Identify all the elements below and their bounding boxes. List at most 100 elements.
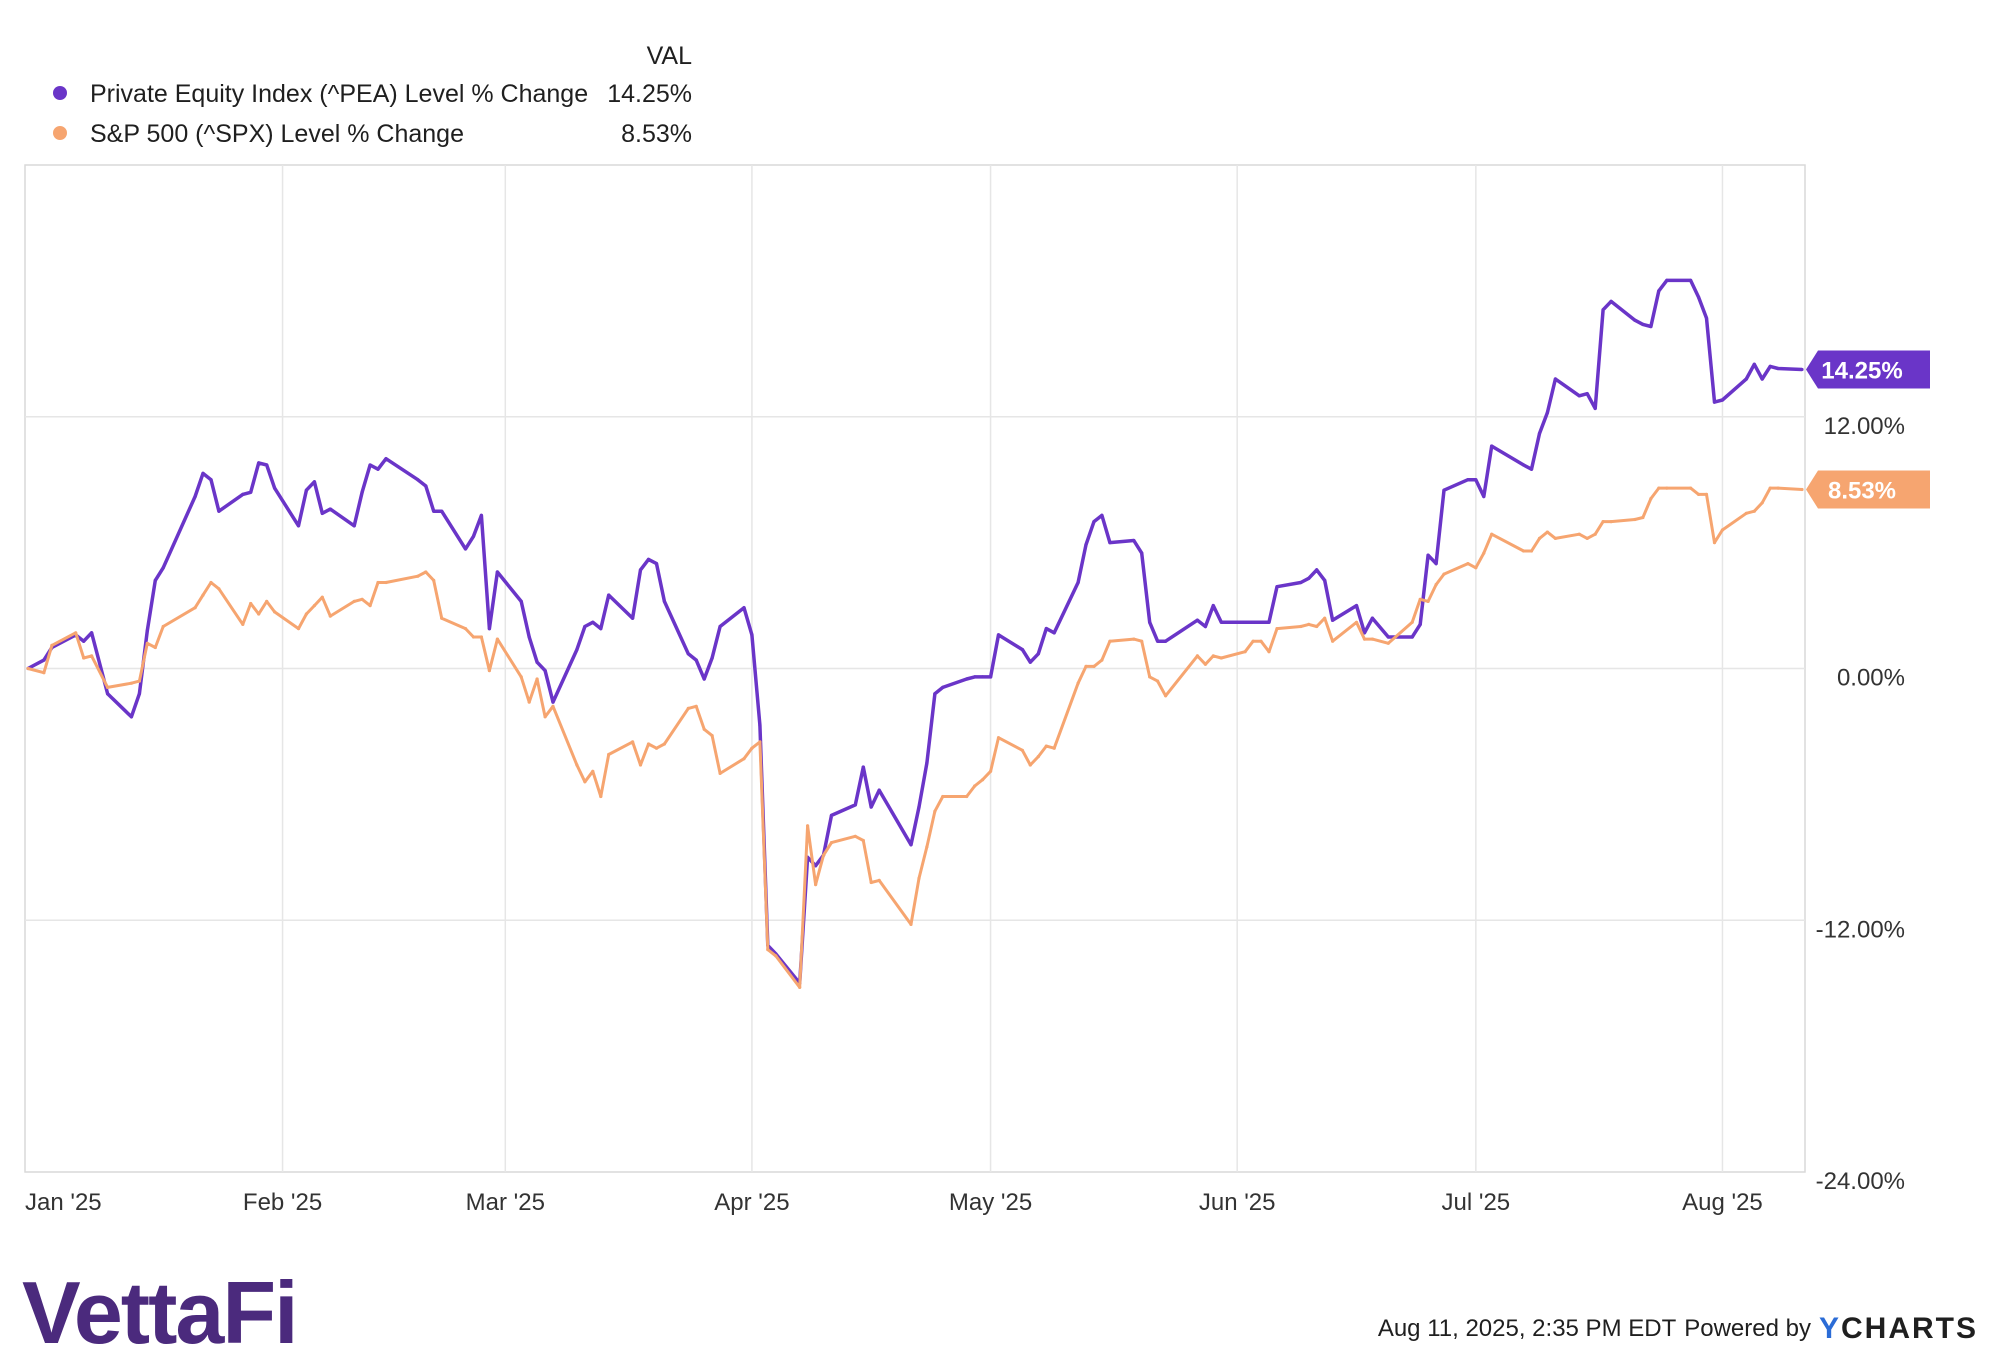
data-point-pea: [702, 677, 706, 681]
data-point-pea: [153, 578, 157, 583]
data-point-spx: [1036, 755, 1040, 759]
data-point-spx: [1442, 572, 1446, 576]
data-point-pea: [694, 658, 698, 662]
data-point-spx: [249, 601, 253, 606]
data-point-spx: [694, 704, 698, 708]
data-point-pea: [42, 658, 46, 662]
data-point-spx: [607, 752, 611, 757]
data-point-spx: [1052, 746, 1056, 750]
data-point-pea: [1553, 377, 1557, 381]
data-point-pea: [1028, 660, 1032, 664]
data-point-pea: [646, 557, 651, 562]
data-point-spx: [1609, 520, 1613, 524]
data-point-spx: [161, 624, 165, 629]
legend-dot-pea: [53, 86, 67, 100]
data-point-spx: [925, 845, 929, 849]
data-point-spx: [1704, 492, 1709, 496]
data-point-pea: [758, 723, 762, 727]
data-point-spx: [1585, 536, 1589, 541]
data-point-spx: [1474, 566, 1478, 570]
data-point-spx: [1084, 664, 1088, 669]
data-point-spx: [829, 841, 834, 845]
data-point-pea: [312, 480, 316, 484]
data-point-pea: [1331, 618, 1335, 622]
data-point-spx: [1315, 624, 1319, 629]
legend: VAL Private Equity Index (^PEA) Level % …: [53, 42, 692, 148]
data-point-pea: [1800, 367, 1804, 372]
data-point-pea: [471, 534, 476, 538]
data-point-spx: [440, 616, 444, 620]
data-point-spx: [1641, 515, 1645, 520]
data-point-pea: [981, 675, 985, 679]
data-point-pea: [1243, 620, 1247, 624]
data-point-pea: [249, 490, 253, 494]
data-point-spx: [352, 599, 356, 604]
data-point-pea: [384, 457, 388, 461]
data-point-pea: [1195, 618, 1199, 622]
data-point-pea: [1657, 289, 1661, 293]
data-point-spx: [1522, 549, 1526, 553]
data-point-spx: [1219, 656, 1223, 660]
data-point-spx: [702, 727, 706, 731]
data-point-spx: [535, 677, 539, 681]
data-point-pea: [742, 606, 746, 610]
data-point-pea: [527, 635, 531, 639]
data-point-spx: [654, 746, 659, 750]
data-point-pea: [257, 461, 261, 465]
data-point-pea: [1649, 324, 1653, 329]
data-point-pea: [90, 631, 94, 635]
data-point-pea: [1092, 520, 1096, 524]
data-point-spx: [1529, 549, 1534, 553]
data-point-spx: [368, 604, 372, 608]
data-point-spx: [1760, 501, 1764, 505]
data-point-pea: [718, 624, 722, 629]
series-line-spx: [27, 486, 1803, 989]
data-point-spx: [82, 656, 86, 660]
data-point-spx: [917, 876, 921, 880]
data-point-pea: [479, 513, 483, 518]
data-point-pea: [853, 803, 857, 807]
data-point-spx: [209, 580, 213, 585]
data-point-spx: [1370, 637, 1374, 641]
data-point-pea: [1410, 635, 1414, 639]
data-point-pea: [1132, 538, 1136, 543]
data-point-pea: [551, 700, 555, 704]
data-point-spx: [42, 671, 46, 675]
data-point-pea: [304, 488, 308, 492]
data-point-spx: [273, 610, 277, 614]
data-point-spx: [471, 635, 476, 639]
data-point-spx: [869, 880, 873, 885]
data-point-pea: [662, 599, 667, 604]
data-point-spx: [328, 614, 332, 618]
legend-label-spx: S&P 500 (^SPX) Level % Change: [90, 120, 464, 148]
data-point-spx: [1132, 637, 1136, 641]
data-point-spx: [583, 780, 587, 784]
data-point-spx: [384, 580, 388, 585]
data-point-spx: [750, 746, 754, 750]
data-point-pea: [917, 805, 921, 809]
data-point-spx: [257, 612, 261, 616]
data-point-pea: [1323, 578, 1327, 583]
data-point-pea: [654, 562, 659, 566]
data-point-pea: [1044, 627, 1048, 631]
data-point-spx: [26, 666, 30, 671]
data-point-spx: [201, 593, 205, 597]
ycharts-logo-y: Y: [1818, 1312, 1841, 1345]
data-point-spx: [50, 643, 54, 648]
data-point-spx: [153, 645, 157, 650]
data-point-spx: [1092, 664, 1096, 669]
data-point-spx: [1299, 624, 1303, 629]
x-tick-label: May '25: [949, 1189, 1032, 1216]
ycharts-logo-text: CHARTS: [1841, 1312, 1978, 1345]
data-point-spx: [710, 734, 714, 738]
data-point-pea: [599, 627, 603, 631]
y-tick-label: -12.00%: [1816, 916, 1905, 943]
data-point-spx: [774, 954, 778, 958]
data-point-pea: [1585, 392, 1589, 396]
data-point-pea: [989, 675, 993, 679]
data-point-pea: [710, 656, 714, 660]
data-point-spx: [416, 574, 420, 578]
data-point-pea: [1442, 488, 1446, 492]
data-point-spx: [1164, 694, 1168, 698]
data-point-spx: [798, 985, 802, 990]
